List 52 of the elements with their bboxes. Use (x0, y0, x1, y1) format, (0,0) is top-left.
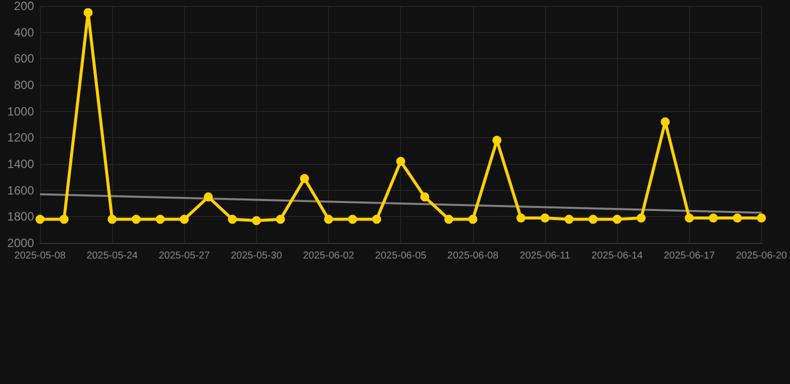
point (564, 214, 574, 224)
point (276, 214, 285, 224)
point (204, 192, 213, 202)
x-tick-label: 2025-05-24 (86, 250, 138, 262)
point (636, 213, 646, 222)
y-tick-label: 200 (14, 0, 34, 13)
point (300, 174, 310, 183)
point (156, 214, 165, 224)
x-tick-label: 2025-05-27 (158, 250, 210, 262)
point (420, 192, 430, 202)
x-tick-label: 2025-05-08 (14, 250, 66, 262)
y-tick-label: 600 (14, 52, 34, 66)
y-tick-label: 400 (14, 25, 34, 40)
point (708, 213, 718, 222)
point (324, 214, 334, 224)
y-tick-label: 2000 (7, 236, 34, 250)
x-tick-label: 2025-06-20 (736, 250, 788, 262)
x-tick-label: 2025-05-30 (230, 250, 282, 262)
x-tick-label: 2025-06-11 (520, 250, 571, 262)
x-tick-label: 2025-06-17 (664, 250, 716, 262)
y-tick-label: 1600 (7, 183, 34, 198)
point (444, 214, 454, 224)
y-tick-label: 1200 (7, 130, 34, 145)
point (660, 117, 670, 126)
point (492, 136, 502, 145)
y-tick-label: 1800 (7, 210, 34, 224)
point (132, 214, 141, 224)
point (348, 214, 358, 224)
point (516, 213, 526, 222)
point (228, 214, 237, 224)
x-tick-label: 2025-06-14 (592, 250, 644, 262)
y-tick-label: 800 (14, 78, 34, 92)
x-tick-label: 2025-06-02 (302, 250, 355, 262)
point (60, 214, 69, 224)
point (252, 216, 261, 226)
point (396, 156, 406, 166)
point (372, 214, 382, 224)
point (36, 214, 44, 224)
point (540, 213, 550, 222)
y-tick-label: 1000 (7, 104, 34, 118)
point (84, 8, 93, 18)
y-tick-label: 1400 (7, 157, 34, 171)
point (588, 214, 598, 224)
point (468, 214, 478, 224)
point (732, 213, 742, 222)
point (684, 213, 694, 222)
point (108, 214, 117, 224)
x-tick-label: 2025-06-08 (447, 250, 499, 262)
point (756, 213, 766, 222)
point (612, 214, 622, 224)
x-tick-label: 2025-06-05 (375, 250, 427, 262)
point (180, 214, 189, 224)
